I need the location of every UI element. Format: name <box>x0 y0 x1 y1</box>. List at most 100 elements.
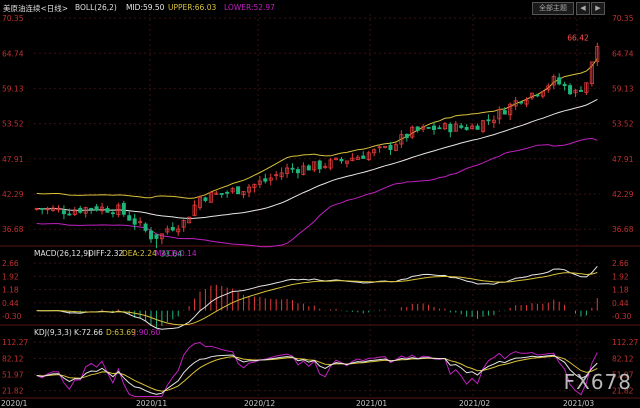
theme-dropdown-label: 全部主题 <box>539 4 567 12</box>
candle-body <box>497 109 502 120</box>
candle-body <box>513 100 518 107</box>
candle-body <box>540 91 545 97</box>
chart-axes: 70.35 70.35 64.74 64.74 59.13 59.13 53.52 53.52… <box>1 14 638 408</box>
price-tick-right: 53.52 <box>612 120 634 129</box>
candle-body <box>214 192 219 195</box>
price-tick-left: 53.52 <box>2 120 24 129</box>
candle-body <box>138 221 143 224</box>
candle-body <box>524 99 529 105</box>
kdj-k-value: K:72.66 <box>74 328 103 337</box>
candle-body <box>236 186 241 195</box>
macd-tick-right: 1.92 <box>612 272 629 281</box>
kdj-tick-right: 51.97 <box>612 370 634 379</box>
macd-tick-left: 1.92 <box>2 272 19 281</box>
price-tick-left: 70.35 <box>2 14 24 23</box>
low-marker: 33.64 <box>160 249 182 258</box>
candle-body <box>154 234 159 239</box>
kdj-tick-left: 112.27 <box>2 338 28 347</box>
candle-body <box>149 230 154 240</box>
candle-body <box>448 123 453 133</box>
candle-body <box>285 167 290 174</box>
candle-body <box>546 85 551 91</box>
candle-body <box>219 193 224 195</box>
macd-tick-right: 0.44 <box>612 299 629 308</box>
candle-body <box>562 83 567 86</box>
candle-body <box>105 208 110 213</box>
boll-mid-value: MID:59.50 <box>126 3 165 12</box>
price-tick-right: 36.68 <box>612 225 634 234</box>
price-tick-right: 42.29 <box>612 190 634 199</box>
kdj-d-value: D:63.69 <box>106 328 136 337</box>
price-tick-right: 70.35 <box>612 14 634 23</box>
macd-tick-left: 0.44 <box>2 299 19 308</box>
candle-body <box>480 120 485 132</box>
candle-body <box>377 146 382 149</box>
boll-label: BOLL(26,2) <box>75 3 117 12</box>
kdj-tick-left: 21.82 <box>2 387 24 396</box>
candle-body <box>78 207 83 213</box>
macd-tick-left: 2.66 <box>2 259 19 268</box>
candlesticks <box>34 42 600 249</box>
theme-dropdown[interactable]: 全部主题 <box>532 2 574 15</box>
candle-body <box>51 207 56 211</box>
price-tick-left: 59.13 <box>2 84 24 93</box>
candle-body <box>578 90 583 92</box>
boll-mid-line <box>36 98 598 220</box>
candle-body <box>143 223 148 231</box>
candle-body <box>67 213 72 216</box>
macd-tick-right: 1.18 <box>612 286 629 295</box>
price-tick-left: 64.74 <box>2 49 24 58</box>
candle-body <box>61 210 66 215</box>
candle-body <box>208 191 213 203</box>
boll-lower-value: LOWER:52.97 <box>224 3 275 12</box>
candle-body <box>246 186 251 193</box>
price-tick-left: 42.29 <box>2 190 24 199</box>
boll-lower-line <box>36 137 598 248</box>
candle-body <box>568 85 573 95</box>
candle-body <box>464 126 469 130</box>
candle-body <box>40 208 45 210</box>
kdj-lines <box>36 341 598 397</box>
candle-body <box>94 206 99 211</box>
candle-body <box>197 196 202 208</box>
boll-upper-line <box>36 58 598 199</box>
candle-body <box>230 188 235 193</box>
candle-body <box>203 197 208 201</box>
macd-diff-line <box>36 265 598 330</box>
candle-body <box>350 157 355 162</box>
candle-body <box>295 169 300 174</box>
candle-body <box>317 160 322 170</box>
macd-dea-value: DEA:2.24 <box>122 249 157 258</box>
chevron-left-icon: ◀ <box>580 4 586 12</box>
chart-grid <box>0 14 640 399</box>
candle-body <box>508 103 513 116</box>
candle-body <box>421 126 426 130</box>
candle-body <box>388 144 393 150</box>
kdj-tick-right: 21.82 <box>612 387 634 396</box>
candle-body <box>100 206 105 212</box>
candle-body <box>257 180 262 185</box>
time-tick-label-first: 2020/1 <box>1 399 28 408</box>
candle-body <box>301 165 306 175</box>
candle-body <box>519 101 524 104</box>
candle-body <box>399 134 404 145</box>
candle-body <box>383 146 388 148</box>
price-tick-right: 59.13 <box>612 84 634 93</box>
candle-body <box>551 76 556 86</box>
kdj-tick-right: 82.12 <box>612 354 634 363</box>
time-tick-label: 2020/11 <box>136 399 167 408</box>
candle-body <box>557 77 562 85</box>
candle-body <box>344 160 349 164</box>
time-tick-label: 2020/12 <box>244 399 275 408</box>
candle-body <box>116 204 121 215</box>
macd-tick-left: 1.18 <box>2 286 19 295</box>
next-button[interactable]: ▶ <box>591 2 605 15</box>
prev-button[interactable]: ◀ <box>576 2 590 15</box>
time-tick-label: 2021/02 <box>459 399 490 408</box>
price-tick-right: 47.91 <box>612 155 634 164</box>
candle-body <box>410 126 415 138</box>
candle-body <box>595 46 600 63</box>
time-tick-label: 2021/01 <box>356 399 387 408</box>
candle-body <box>535 94 540 97</box>
